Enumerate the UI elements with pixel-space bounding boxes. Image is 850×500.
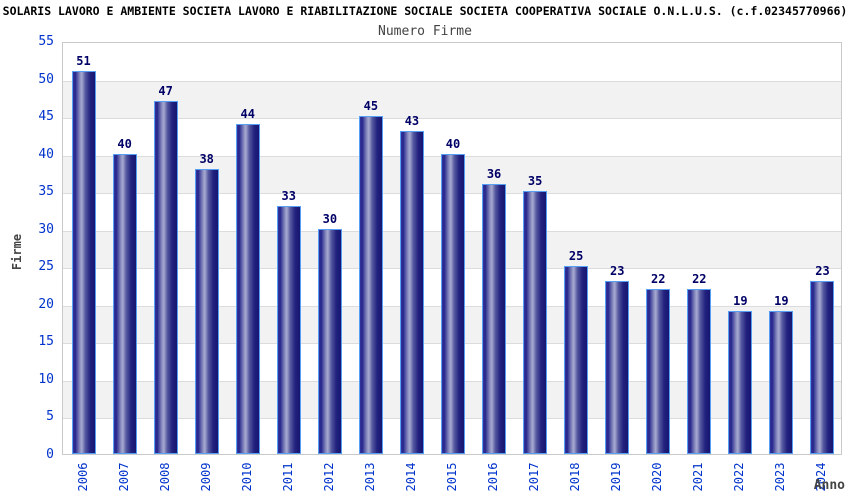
bar-2018 [564, 266, 589, 454]
bar-2009 [194, 168, 219, 454]
value-label: 19 [774, 294, 789, 309]
bar-2016 [482, 183, 507, 454]
chart-subtitle: Numero Firme [378, 24, 472, 39]
value-label: 25 [568, 249, 584, 264]
value-label: 40 [117, 136, 132, 151]
x-axis-title: Anno [813, 478, 845, 493]
gridline [63, 118, 841, 120]
value-label: 47 [158, 84, 173, 99]
x-tick-label: 2022 [732, 462, 747, 492]
value-label: 30 [322, 211, 338, 226]
x-tick-label: 2019 [609, 462, 624, 492]
x-tick-label: 2006 [75, 462, 90, 492]
value-label: 36 [486, 166, 502, 181]
y-tick-label: 55 [38, 34, 54, 49]
bar-2019 [605, 281, 630, 454]
x-tick-label: 2016 [486, 462, 501, 492]
x-tick-label: 2012 [321, 462, 336, 492]
bar-2023 [769, 311, 794, 454]
bar-2020 [646, 288, 671, 454]
bar-2024 [810, 281, 835, 454]
bar-2017 [523, 191, 548, 454]
x-tick-label: 2015 [445, 462, 459, 492]
value-label: 22 [692, 271, 707, 286]
value-label: 23 [815, 264, 830, 279]
bar-2006 [71, 71, 96, 454]
bar-2021 [687, 288, 712, 454]
bar-2010 [235, 123, 260, 454]
value-label: 33 [281, 189, 297, 204]
y-tick-label: 40 [38, 146, 54, 162]
y-tick-label: 35 [38, 184, 54, 200]
x-tick-label: 2014 [403, 462, 418, 492]
x-tick-label: 2018 [568, 462, 583, 492]
value-label: 19 [733, 294, 748, 309]
x-tick-label: 2020 [650, 462, 665, 492]
plot-band [63, 80, 841, 119]
value-label: 51 [76, 54, 91, 69]
y-tick-label: 45 [38, 109, 54, 125]
bar-2007 [112, 153, 137, 454]
chart-title: SOLARIS LAVORO E AMBIENTE SOCIETA LAVORO… [2, 4, 848, 18]
y-tick-label: 10 [38, 371, 54, 387]
x-tick-label: 2007 [116, 462, 131, 492]
bar-2014 [399, 131, 424, 454]
bar-2022 [728, 311, 753, 454]
y-tick-label: 25 [38, 259, 54, 275]
bar-2012 [317, 228, 342, 454]
plot-area: 51 40 47 38 44 33 30 45 43 40 36 35 25 23 22 22 19 19 23 [62, 42, 842, 455]
y-tick-label: 15 [38, 334, 54, 350]
value-label: 40 [445, 136, 461, 151]
x-tick-label: 2013 [362, 462, 377, 492]
value-label: 45 [363, 99, 379, 114]
y-tick-label: 20 [38, 296, 54, 312]
value-label: 38 [199, 151, 214, 166]
x-tick-label: 2009 [198, 462, 213, 492]
value-label: 43 [404, 114, 420, 129]
y-tick-label: 0 [46, 447, 54, 462]
x-tick-label: 2023 [773, 462, 788, 492]
x-tick-label: 2011 [280, 462, 295, 492]
value-label: 22 [651, 271, 666, 286]
bar-2011 [276, 206, 301, 454]
x-tick-label: 2008 [157, 462, 172, 492]
y-tick-label: 30 [38, 221, 54, 237]
value-label: 23 [609, 264, 625, 279]
x-tick-label: 2017 [527, 462, 542, 492]
gridline [63, 80, 841, 82]
value-label: 35 [527, 174, 543, 189]
x-tick-label: 2010 [239, 462, 254, 492]
x-tick-label: 2021 [691, 462, 706, 492]
bar-2013 [358, 116, 383, 454]
y-tick-label: 50 [38, 71, 54, 87]
value-label: 44 [240, 106, 255, 121]
bar-2015 [441, 153, 465, 454]
bar-2008 [153, 101, 178, 454]
y-tick-label: 5 [46, 409, 54, 425]
